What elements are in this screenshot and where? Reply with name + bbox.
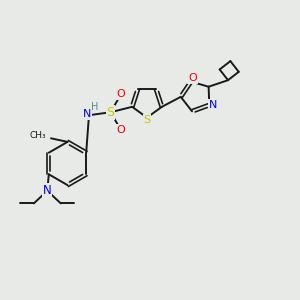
Text: CH₃: CH₃ (30, 131, 46, 140)
Text: S: S (143, 115, 151, 125)
Text: H: H (91, 102, 99, 112)
Text: O: O (116, 89, 125, 99)
Text: N: N (83, 109, 92, 119)
Text: N: N (43, 184, 52, 197)
Text: S: S (106, 106, 115, 119)
Text: N: N (209, 100, 217, 110)
Text: O: O (116, 125, 125, 135)
Text: O: O (188, 73, 197, 83)
